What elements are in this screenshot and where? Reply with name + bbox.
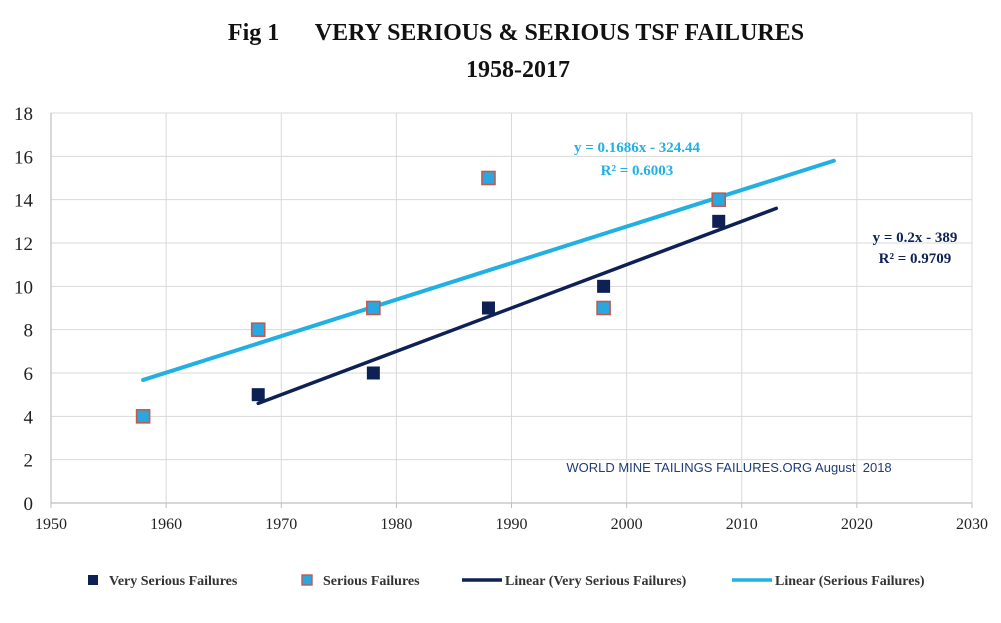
point-serious bbox=[137, 410, 150, 423]
x-tick-label: 1990 bbox=[496, 516, 528, 533]
y-tick-label: 8 bbox=[24, 321, 34, 342]
x-tick-label: 1960 bbox=[150, 516, 182, 533]
x-tick-label: 2010 bbox=[726, 516, 758, 533]
point-serious bbox=[712, 193, 725, 206]
point-very-serious bbox=[367, 367, 380, 380]
point-very-serious bbox=[252, 388, 265, 401]
y-tick-label: 6 bbox=[24, 364, 34, 385]
x-tick-label: 2020 bbox=[841, 516, 873, 533]
x-tick-label: 1970 bbox=[265, 516, 297, 533]
legend-linear-very-serious-label: Linear (Very Serious Failures) bbox=[505, 574, 687, 589]
serious-trend-r-squared: R² = 0.6003 bbox=[601, 163, 674, 179]
legend: Very Serious Failures Serious Failures Lin… bbox=[88, 574, 925, 589]
point-very-serious bbox=[712, 215, 725, 228]
y-tick-label: 4 bbox=[24, 407, 34, 428]
point-very-serious bbox=[597, 280, 610, 293]
point-serious bbox=[252, 323, 265, 336]
x-tick-label: 1950 bbox=[35, 516, 67, 533]
legend-serious-marker bbox=[302, 575, 312, 585]
y-tick-label: 14 bbox=[14, 191, 34, 212]
legend-very-serious-marker bbox=[88, 575, 98, 585]
point-serious bbox=[367, 302, 380, 315]
x-tick-label: 2030 bbox=[956, 516, 988, 533]
legend-very-serious-label: Very Serious Failures bbox=[109, 574, 238, 589]
x-tick-label: 1980 bbox=[380, 516, 412, 533]
y-tick-label: 0 bbox=[24, 494, 34, 515]
very-serious-trend-r-squared: R² = 0.9709 bbox=[879, 251, 952, 267]
legend-serious-label: Serious Failures bbox=[323, 574, 420, 589]
x-tick-label: 2000 bbox=[611, 516, 643, 533]
point-serious bbox=[482, 172, 495, 185]
y-tick-label: 10 bbox=[14, 277, 33, 298]
y-tick-label: 18 bbox=[14, 104, 33, 125]
chart-title: Fig 1 VERY SERIOUS & SERIOUS TSF FAILURE… bbox=[228, 20, 804, 46]
chart-subtitle: 1958-2017 bbox=[466, 57, 570, 83]
serious-trend-equation: y = 0.1686x - 324.44 bbox=[574, 140, 701, 156]
chart-container: Fig 1 VERY SERIOUS & SERIOUS TSF FAILURE… bbox=[0, 0, 1001, 623]
y-tick-label: 12 bbox=[14, 234, 33, 255]
point-very-serious bbox=[482, 302, 495, 315]
source-annotation: WORLD MINE TAILINGS FAILURES.ORG August … bbox=[566, 460, 891, 475]
very-serious-trend-equation: y = 0.2x - 389 bbox=[873, 230, 958, 246]
scatter-chart: Fig 1 VERY SERIOUS & SERIOUS TSF FAILURE… bbox=[0, 0, 1001, 623]
y-tick-label: 2 bbox=[24, 451, 34, 472]
legend-linear-serious-label: Linear (Serious Failures) bbox=[775, 574, 925, 589]
y-tick-label: 16 bbox=[14, 147, 33, 168]
point-serious bbox=[597, 302, 610, 315]
